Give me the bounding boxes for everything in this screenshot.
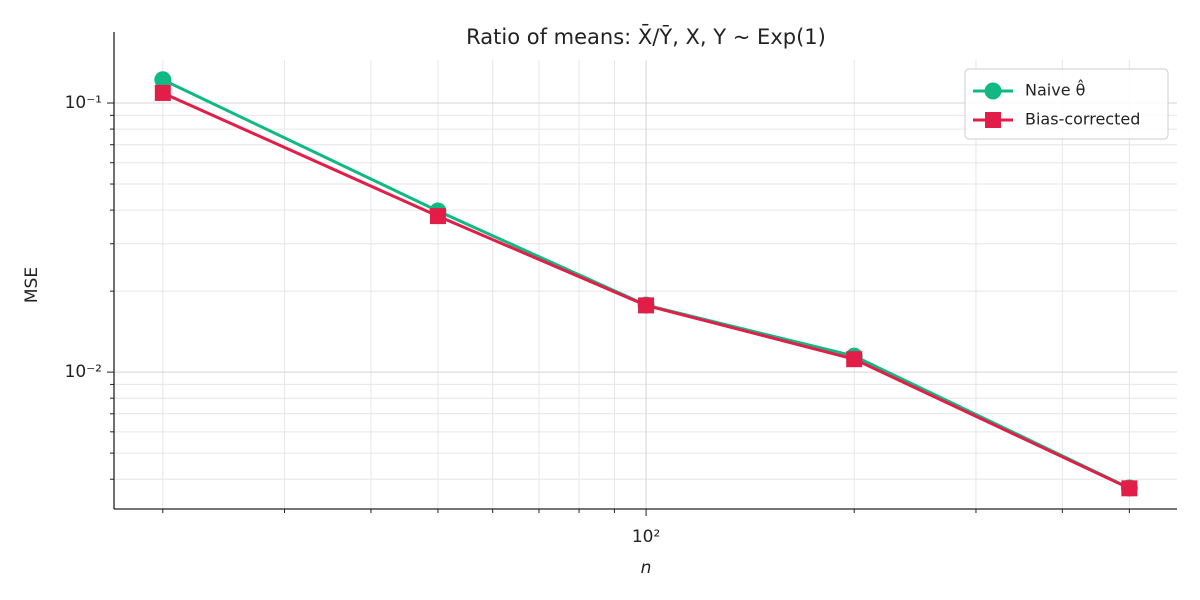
- y-axis-label: MSE: [22, 267, 42, 303]
- data-point: [429, 208, 446, 225]
- legend-box: [964, 68, 1169, 140]
- chart-title: Ratio of means: X̄/Ȳ, X, Y ~ Exp(1): [466, 24, 826, 49]
- data-point: [154, 71, 172, 89]
- legend-label: Bias-corrected: [1025, 110, 1140, 129]
- x-axis-label: n: [641, 558, 652, 578]
- data-point: [638, 297, 655, 314]
- y-tick-label: 10⁻²: [65, 362, 102, 382]
- data-point: [846, 351, 863, 368]
- legend: Naive θ̂ Bias-corrected: [964, 68, 1169, 140]
- legend-marker: [985, 112, 1001, 128]
- legend-label: Naive θ̂: [1025, 80, 1085, 100]
- legend-marker: [984, 82, 1002, 100]
- data-point: [154, 84, 171, 101]
- x-tick-label: 10²: [632, 527, 660, 547]
- data-point: [1121, 480, 1138, 497]
- y-tick-label: 10⁻¹: [65, 93, 102, 113]
